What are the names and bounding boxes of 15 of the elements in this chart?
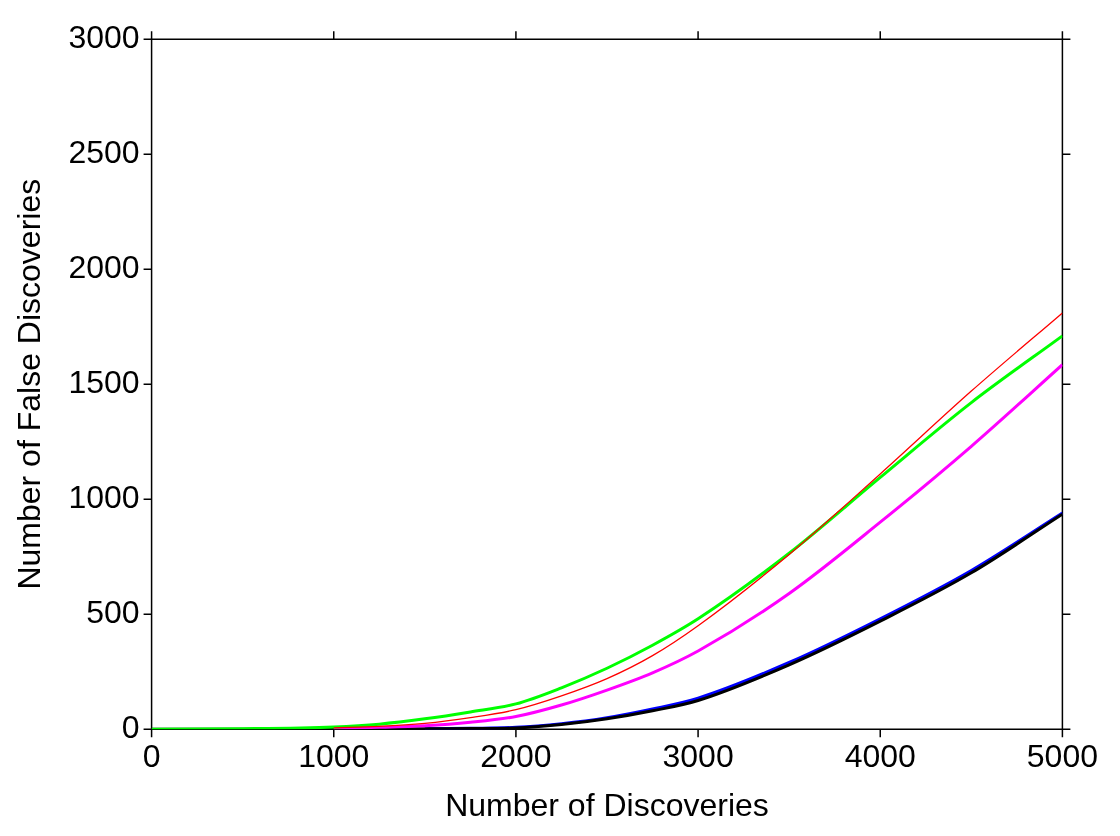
- y-tick-label: 2000: [68, 249, 140, 286]
- y-tick-label: 2500: [68, 134, 140, 171]
- x-tick-label: 4000: [844, 738, 916, 775]
- x-tick-label: 1000: [298, 738, 370, 775]
- y-tick-label: 500: [86, 594, 140, 631]
- y-tick-label: 3000: [68, 19, 140, 56]
- x-tick-label: 2000: [480, 738, 552, 775]
- y-tick-label: 1500: [68, 364, 140, 401]
- y-tick-label: 0: [121, 709, 140, 746]
- y-tick-label: 1000: [68, 479, 140, 516]
- line-series: [151, 334, 1063, 730]
- x-tick-label: 5000: [1026, 738, 1098, 775]
- y-axis-title: Number of False Discoveries: [11, 178, 48, 590]
- x-axis-title: Number of Discoveries: [445, 786, 769, 823]
- x-tick-label: 3000: [662, 738, 734, 775]
